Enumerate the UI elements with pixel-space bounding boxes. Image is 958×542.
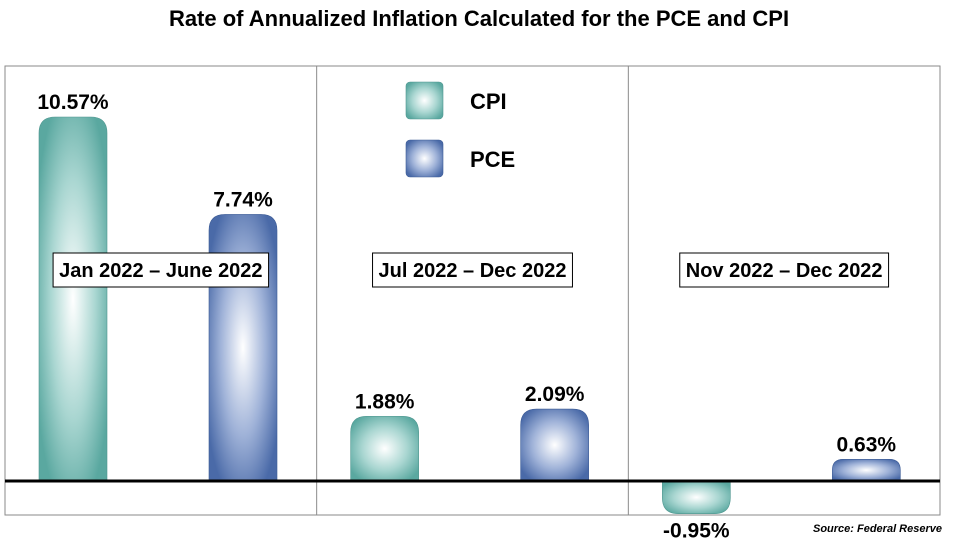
period-label: Jan 2022 – June 2022 [59, 260, 262, 282]
legend-swatch-pce [405, 139, 444, 178]
data-label-cpi-1: 10.57% [37, 91, 109, 114]
legend-label-pce: PCE [470, 147, 515, 172]
data-label-cpi-2: 1.88% [355, 390, 415, 413]
value-labels: 10.57% 7.74% 1.88% 2.09% -0.95% 0.63% [37, 91, 896, 542]
bar-pce-3 [832, 459, 901, 482]
period-label-box [52, 252, 270, 288]
period-label-group: Jul 2022 – Dec 2022 [372, 252, 573, 288]
period-label: Jul 2022 – Dec 2022 [379, 260, 567, 282]
data-label-cpi-3: -0.95% [663, 520, 730, 542]
legend-label-cpi: CPI [470, 89, 507, 114]
period-label-box [679, 252, 890, 288]
data-label-pce-2: 2.09% [525, 383, 585, 406]
data-label-pce-3: 0.63% [837, 433, 897, 456]
plot-border [4, 65, 941, 516]
data-label-pce-1: 7.74% [213, 188, 273, 211]
source-note: Source: Federal Reserve [812, 523, 942, 535]
legend-swatch-cpi [405, 81, 444, 120]
period-label-group: Jan 2022 – June 2022 [52, 252, 270, 288]
bar-cpi-1 [38, 116, 108, 482]
period-label: Nov 2022 – Dec 2022 [686, 260, 883, 282]
period-labels: Jan 2022 – June 2022 Jul 2022 – Dec 2022 N… [52, 252, 890, 288]
chart-title: Rate of Annualized Inflation Calculated … [168, 6, 790, 31]
bar-cpi-3 [662, 480, 731, 515]
period-label-group: Nov 2022 – Dec 2022 [679, 252, 890, 288]
period-label-box [372, 252, 573, 288]
bar-cpi-2 [350, 415, 419, 482]
bar-pce-2 [520, 408, 589, 482]
plot-frame [4, 65, 941, 516]
bars-group [38, 116, 901, 515]
legend: CPI PCE [405, 81, 515, 178]
